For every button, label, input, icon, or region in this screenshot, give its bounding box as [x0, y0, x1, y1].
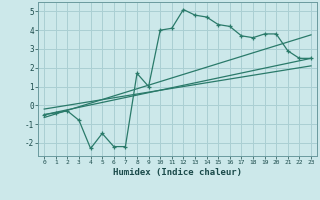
X-axis label: Humidex (Indice chaleur): Humidex (Indice chaleur) — [113, 168, 242, 177]
